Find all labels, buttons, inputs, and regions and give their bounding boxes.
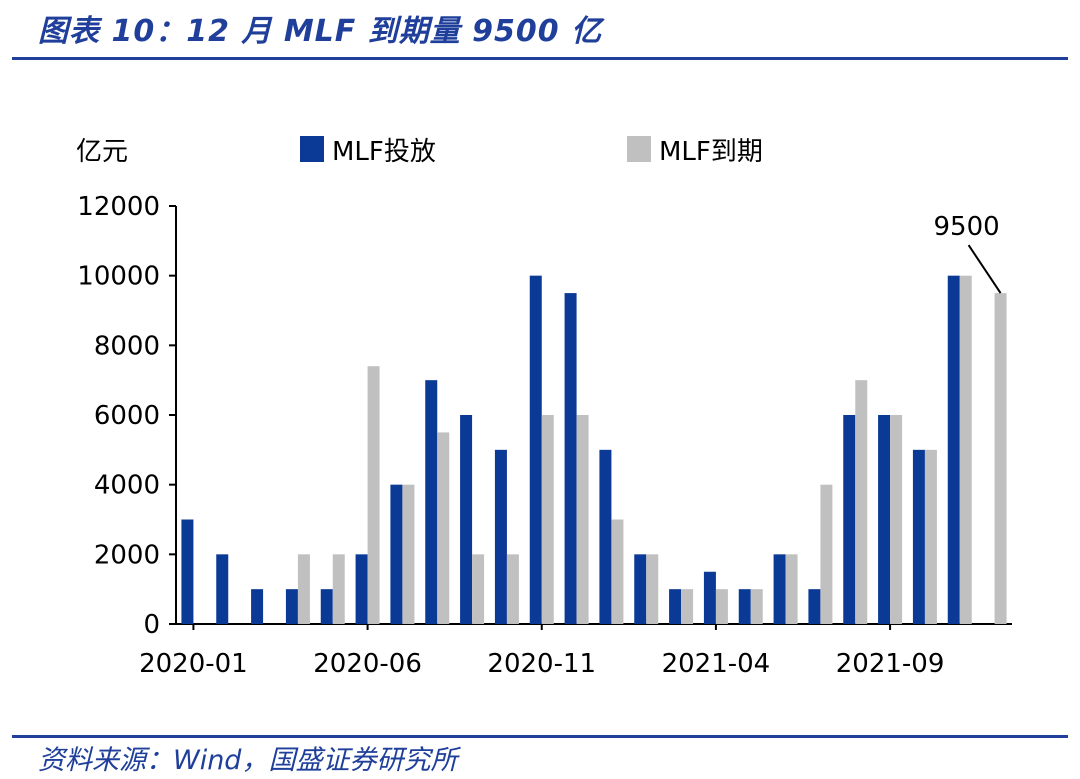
annotation: 9500 [933,212,1002,294]
bar-mlf-expire-2021-01 [611,519,624,624]
title-divider [12,57,1068,60]
bar-mlf-expire-2020-08 [437,432,450,624]
footer-divider [12,735,1068,738]
bar-mlf-issue-2020-10 [494,449,507,624]
bar-mlf-expire-2021-08 [855,380,868,624]
legend: MLF投放 MLF到期 [300,136,763,167]
annotation-leader-line [967,244,1002,294]
bar-mlf-expire-2021-09 [890,415,903,624]
bar-mlf-expire-2020-09 [472,554,485,624]
y-unit-label: 亿元 [76,137,128,167]
x-tick-label: 2020-06 [313,649,422,679]
bar-mlf-expire-2021-04 [715,589,728,624]
bar-mlf-issue-2021-11 [947,275,960,624]
y-tick-label: 2000 [94,540,160,570]
bar-mlf-expire-2020-05 [332,554,345,624]
legend-label: MLF到期 [659,137,763,167]
bar-mlf-issue-2021-02 [634,554,647,624]
bar-mlf-issue-2021-10 [912,449,925,624]
bar-mlf-issue-2020-02 [216,554,229,624]
bar-mlf-issue-2020-03 [251,589,264,624]
bar-mlf-expire-2021-02 [646,554,659,624]
x-tick-label: 2020-11 [487,649,596,679]
bar-mlf-issue-2020-08 [425,380,438,624]
y-tick-label: 6000 [94,401,160,431]
bar-mlf-expire-2021-07 [820,484,833,624]
y-tick-label: 8000 [94,331,160,361]
bar-mlf-issue-2020-07 [390,484,403,624]
bar-mlf-issue-2020-11 [529,275,542,624]
annotation-label: 9500 [933,212,999,242]
bar-mlf-expire-2021-03 [681,589,694,624]
bar-mlf-issue-2021-07 [808,589,821,624]
bar-mlf-expire-2020-07 [402,484,415,624]
bar-mlf-issue-2020-09 [460,415,473,624]
bar-mlf-expire-2020-10 [506,554,519,624]
bar-mlf-expire-2020-11 [541,415,554,624]
bar-mlf-issue-2021-08 [843,415,856,624]
y-tick-label: 4000 [94,471,160,501]
figure-title: 图表 10：12 月 MLF 到期量 9500 亿 [38,14,603,49]
bar-mlf-expire-2021-11 [959,275,972,624]
legend-swatch [627,136,651,162]
bar-mlf-expire-2021-10 [924,449,937,624]
bar-mlf-issue-2021-01 [599,449,612,624]
bar-mlf-issue-2020-01 [181,519,194,624]
x-tick-label: 2021-09 [836,649,945,679]
y-axis: 0 2000 4000 6000 8000 10000 12000 亿元 [76,137,177,640]
bar-mlf-issue-2021-06 [773,554,786,624]
legend-swatch [300,136,324,162]
source-note: 资料来源：Wind，国盛证券研究所 [38,745,458,776]
y-tick-label: 12000 [77,192,160,222]
x-axis: 2020-01 2020-06 2020-11 2021-04 2021-09 [139,623,1012,679]
bar-mlf-expire-2020-04 [297,554,310,624]
bar-mlf-expire-2021-06 [785,554,798,624]
bar-mlf-issue-2021-03 [669,589,682,624]
bar-mlf-issue-2021-04 [703,571,716,624]
y-tick-label: 10000 [77,262,160,292]
bar-mlf-expire-2020-12 [576,415,589,624]
bar-mlf-issue-2020-12 [564,293,577,624]
bar-mlf-issue-2020-05 [320,589,333,624]
x-tick-label: 2020-01 [139,649,248,679]
bars [181,275,1007,624]
bar-mlf-expire-2021-12 [994,293,1007,624]
y-tick-label: 0 [143,610,160,640]
bar-mlf-issue-2020-04 [285,589,298,624]
legend-label: MLF投放 [332,137,436,167]
bar-mlf-expire-2020-06 [367,366,380,624]
bar-mlf-expire-2021-05 [750,589,763,624]
bar-mlf-issue-2021-05 [738,589,751,624]
x-tick-label: 2021-04 [662,649,771,679]
bar-mlf-issue-2021-09 [878,415,891,624]
bar-mlf-issue-2020-06 [355,554,368,624]
